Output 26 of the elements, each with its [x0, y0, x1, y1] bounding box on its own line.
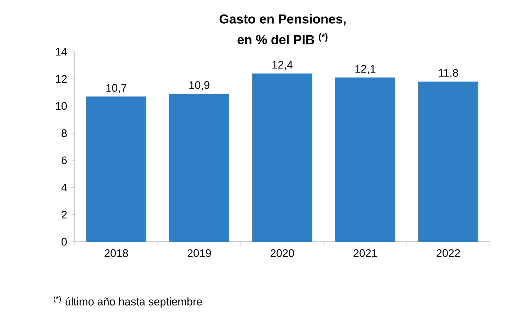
- bar: [336, 78, 396, 242]
- y-tick-label: 8: [62, 130, 67, 138]
- x-tick-label: 2022: [436, 250, 460, 258]
- bar: [418, 82, 479, 242]
- y-tick-label: 12: [56, 75, 67, 83]
- y-tick-label: 6: [62, 156, 67, 164]
- x-tick-label: 2021: [354, 250, 378, 258]
- x-tick-label: 2018: [104, 250, 128, 258]
- y-tick-label: 10: [56, 102, 68, 110]
- y-tick-label: 14: [56, 48, 68, 56]
- data-label: 10,9: [190, 82, 210, 91]
- chart-subtitle: en % del PIB $^{(*)}$: [238, 33, 328, 45]
- y-tick-label: 0: [62, 238, 68, 246]
- chart-title: Gasto en Pensiones,: [220, 14, 346, 26]
- x-tick-label: 2020: [270, 250, 294, 258]
- data-label: 11,8: [439, 69, 458, 78]
- x-tick-label: 2019: [188, 250, 212, 258]
- bar: [86, 96, 147, 242]
- bar: [170, 94, 230, 242]
- data-label: 12,4: [272, 61, 293, 70]
- y-tick-label: 4: [62, 184, 68, 192]
- text: $^{(*)}$ último año hasta septiembre: [54, 296, 202, 308]
- data-label: 10,7: [106, 84, 127, 94]
- data-label: 12,1: [356, 65, 376, 74]
- bar: [252, 74, 313, 242]
- y-tick-label: 2: [62, 211, 67, 219]
